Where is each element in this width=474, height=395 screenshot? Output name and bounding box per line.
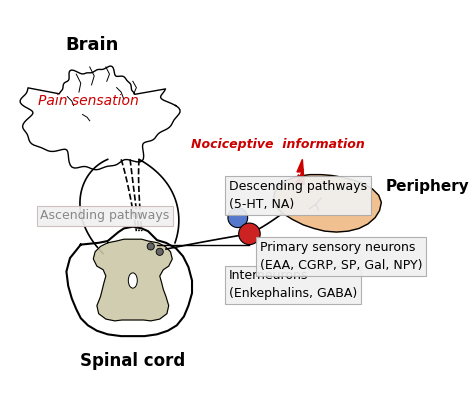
- Text: Primary sensory neurons
(EAA, CGRP, SP, Gal, NPY): Primary sensory neurons (EAA, CGRP, SP, …: [260, 241, 423, 272]
- Text: Descending pathways
(5-HT, NA): Descending pathways (5-HT, NA): [229, 180, 367, 211]
- Circle shape: [228, 208, 247, 228]
- Ellipse shape: [128, 273, 137, 288]
- Polygon shape: [273, 175, 382, 232]
- Text: Nociceptive  information: Nociceptive information: [191, 137, 365, 150]
- Text: Spinal cord: Spinal cord: [80, 352, 185, 370]
- Circle shape: [147, 243, 155, 250]
- Circle shape: [156, 248, 164, 256]
- Text: Interneurons
(Enkephalins, GABA): Interneurons (Enkephalins, GABA): [229, 269, 357, 301]
- Polygon shape: [93, 239, 172, 321]
- Text: Pain sensation: Pain sensation: [37, 94, 138, 108]
- Circle shape: [239, 223, 260, 245]
- Text: Periphery: Periphery: [386, 179, 470, 194]
- Text: Brain: Brain: [66, 36, 119, 55]
- Polygon shape: [66, 227, 192, 336]
- Polygon shape: [295, 159, 304, 184]
- Text: Ascending pathways: Ascending pathways: [40, 209, 170, 222]
- Polygon shape: [20, 66, 180, 170]
